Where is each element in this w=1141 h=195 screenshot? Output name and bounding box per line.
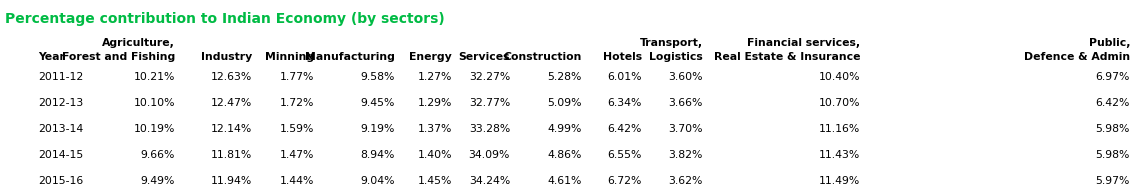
Text: 6.42%: 6.42% bbox=[1095, 98, 1130, 108]
Text: 34.09%: 34.09% bbox=[469, 150, 510, 160]
Text: 4.99%: 4.99% bbox=[548, 124, 582, 134]
Text: Services: Services bbox=[459, 52, 510, 62]
Text: 10.21%: 10.21% bbox=[133, 72, 175, 82]
Text: 10.70%: 10.70% bbox=[818, 98, 860, 108]
Text: 1.29%: 1.29% bbox=[418, 98, 452, 108]
Text: 3.70%: 3.70% bbox=[669, 124, 703, 134]
Text: Minning: Minning bbox=[265, 52, 314, 62]
Text: 10.40%: 10.40% bbox=[818, 72, 860, 82]
Text: Defence & Admin: Defence & Admin bbox=[1023, 52, 1130, 62]
Text: 5.98%: 5.98% bbox=[1095, 150, 1130, 160]
Text: 1.37%: 1.37% bbox=[418, 124, 452, 134]
Text: 2011-12: 2011-12 bbox=[38, 72, 83, 82]
Text: Percentage contribution to Indian Economy (by sectors): Percentage contribution to Indian Econom… bbox=[5, 12, 445, 26]
Text: 5.28%: 5.28% bbox=[548, 72, 582, 82]
Text: 2014-15: 2014-15 bbox=[38, 150, 83, 160]
Text: 34.24%: 34.24% bbox=[469, 176, 510, 186]
Text: 4.86%: 4.86% bbox=[548, 150, 582, 160]
Text: 1.77%: 1.77% bbox=[280, 72, 314, 82]
Text: 11.43%: 11.43% bbox=[819, 150, 860, 160]
Text: 33.28%: 33.28% bbox=[469, 124, 510, 134]
Text: 5.98%: 5.98% bbox=[1095, 124, 1130, 134]
Text: 1.27%: 1.27% bbox=[418, 72, 452, 82]
Text: 9.66%: 9.66% bbox=[140, 150, 175, 160]
Text: Year: Year bbox=[38, 52, 65, 62]
Text: 2012-13: 2012-13 bbox=[38, 98, 83, 108]
Text: 11.94%: 11.94% bbox=[211, 176, 252, 186]
Text: Hotels: Hotels bbox=[602, 52, 642, 62]
Text: 12.63%: 12.63% bbox=[211, 72, 252, 82]
Text: Transport,: Transport, bbox=[640, 38, 703, 48]
Text: 2013-14: 2013-14 bbox=[38, 124, 83, 134]
Text: 32.27%: 32.27% bbox=[469, 72, 510, 82]
Text: 9.45%: 9.45% bbox=[361, 98, 395, 108]
Text: Public,: Public, bbox=[1089, 38, 1130, 48]
Text: Energy: Energy bbox=[410, 52, 452, 62]
Text: 6.55%: 6.55% bbox=[608, 150, 642, 160]
Text: Financial services,: Financial services, bbox=[747, 38, 860, 48]
Text: 11.81%: 11.81% bbox=[211, 150, 252, 160]
Text: Real Estate & Insurance: Real Estate & Insurance bbox=[713, 52, 860, 62]
Text: 1.59%: 1.59% bbox=[280, 124, 314, 134]
Text: 3.62%: 3.62% bbox=[669, 176, 703, 186]
Text: 2015-16: 2015-16 bbox=[38, 176, 83, 186]
Text: 11.16%: 11.16% bbox=[819, 124, 860, 134]
Text: 11.49%: 11.49% bbox=[819, 176, 860, 186]
Text: 6.34%: 6.34% bbox=[608, 98, 642, 108]
Text: 3.82%: 3.82% bbox=[669, 150, 703, 160]
Text: 12.47%: 12.47% bbox=[211, 98, 252, 108]
Text: 6.97%: 6.97% bbox=[1095, 72, 1130, 82]
Text: 1.47%: 1.47% bbox=[280, 150, 314, 160]
Text: 1.44%: 1.44% bbox=[280, 176, 314, 186]
Text: 6.72%: 6.72% bbox=[608, 176, 642, 186]
Text: 4.61%: 4.61% bbox=[548, 176, 582, 186]
Text: 5.09%: 5.09% bbox=[548, 98, 582, 108]
Text: 10.10%: 10.10% bbox=[133, 98, 175, 108]
Text: 12.14%: 12.14% bbox=[211, 124, 252, 134]
Text: 3.66%: 3.66% bbox=[669, 98, 703, 108]
Text: Manufacturing: Manufacturing bbox=[305, 52, 395, 62]
Text: 1.72%: 1.72% bbox=[280, 98, 314, 108]
Text: 9.49%: 9.49% bbox=[140, 176, 175, 186]
Text: 6.01%: 6.01% bbox=[607, 72, 642, 82]
Text: 8.94%: 8.94% bbox=[361, 150, 395, 160]
Text: 32.77%: 32.77% bbox=[469, 98, 510, 108]
Text: 9.58%: 9.58% bbox=[361, 72, 395, 82]
Text: 3.60%: 3.60% bbox=[669, 72, 703, 82]
Text: 1.45%: 1.45% bbox=[418, 176, 452, 186]
Text: Industry: Industry bbox=[201, 52, 252, 62]
Text: Construction: Construction bbox=[503, 52, 582, 62]
Text: 10.19%: 10.19% bbox=[133, 124, 175, 134]
Text: Agriculture,: Agriculture, bbox=[103, 38, 175, 48]
Text: 9.19%: 9.19% bbox=[361, 124, 395, 134]
Text: 6.42%: 6.42% bbox=[608, 124, 642, 134]
Text: Logistics: Logistics bbox=[649, 52, 703, 62]
Text: 9.04%: 9.04% bbox=[361, 176, 395, 186]
Text: 5.97%: 5.97% bbox=[1095, 176, 1130, 186]
Text: 1.40%: 1.40% bbox=[418, 150, 452, 160]
Text: Forest and Fishing: Forest and Fishing bbox=[62, 52, 175, 62]
